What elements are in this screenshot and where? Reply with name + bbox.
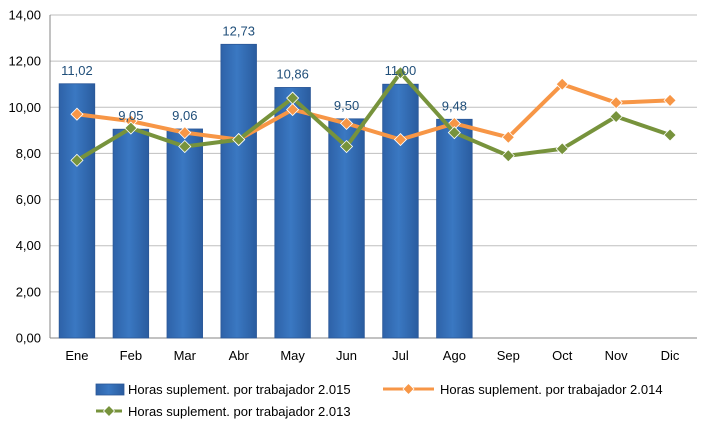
legend-marker-1 — [102, 404, 116, 418]
series-point — [124, 121, 138, 135]
y-tick-label: 0,00 — [16, 331, 41, 346]
x-tick-label: Ago — [443, 348, 466, 363]
series-point — [663, 93, 677, 107]
bar — [58, 83, 96, 339]
bar-data-label: 9,05 — [118, 108, 143, 123]
bar-data-label: 12,73 — [222, 23, 255, 38]
series-point — [393, 66, 408, 80]
x-tick-label: Mar — [174, 348, 197, 363]
x-tick-label: Jun — [336, 348, 357, 363]
series-point — [555, 77, 569, 91]
x-tick-label: Oct — [552, 348, 573, 363]
bar — [220, 43, 257, 339]
bar — [166, 128, 203, 339]
x-axis: Ene Feb Mar Abr May Jun Jul Ago Sep Oct Nov Dic — [65, 348, 680, 363]
bar-data-label: 11,00 — [385, 63, 417, 78]
legend: Horas suplement. por trabajador 2.015 Hor… — [95, 382, 663, 419]
y-tick-label: 14,00 — [8, 8, 41, 23]
y-tick-label: 4,00 — [16, 238, 41, 253]
bar-data-labels: 11,02 9,05 9,06 12,73 10,86 9,50 11,00 9,48 — [61, 23, 467, 123]
bar-data-label: 10,86 — [276, 66, 309, 81]
legend-label-2015: Horas suplement. por trabajador 2.015 — [128, 382, 351, 397]
x-tick-label: May — [280, 348, 305, 363]
x-tick-label: Feb — [120, 348, 142, 363]
bar-data-label: 9,50 — [334, 98, 359, 113]
series-point — [70, 153, 84, 167]
series-point — [232, 133, 246, 147]
y-tick-label: 10,00 — [8, 100, 41, 115]
line-series — [70, 66, 677, 167]
x-tick-label: Abr — [229, 348, 250, 363]
series-point — [339, 116, 354, 131]
series-point — [178, 126, 192, 140]
x-tick-label: Sep — [497, 348, 520, 363]
legend-swatch-2015 — [95, 383, 125, 396]
y-tick-label: 12,00 — [8, 54, 41, 69]
x-tick-label: Ene — [65, 348, 88, 363]
series-point — [286, 103, 300, 117]
series-point — [70, 107, 84, 121]
bar-data-label: 11,02 — [61, 63, 93, 78]
series-point — [286, 91, 300, 105]
bar — [382, 83, 419, 339]
y-tick-label: 2,00 — [16, 284, 41, 299]
y-tick-label: 8,00 — [16, 146, 41, 161]
legend-marker-0 — [402, 382, 415, 396]
series-line-0 — [76, 82, 671, 142]
y-axis: 0,00 2,00 4,00 6,00 8,00 10,00 12,00 14,00 — [8, 8, 697, 346]
bar-data-label: 9,06 — [172, 108, 197, 123]
bar — [112, 128, 150, 339]
legend-label-0: Horas suplement. por trabajador 2.014 — [440, 382, 663, 397]
series-line-1 — [75, 70, 671, 163]
series-point — [609, 109, 623, 124]
bar-series-2015 — [58, 43, 473, 339]
series-point — [501, 130, 515, 144]
series-point — [393, 133, 408, 147]
x-tick-label: Jul — [392, 348, 409, 363]
x-tick-label: Nov — [605, 348, 629, 363]
series-point — [609, 96, 623, 110]
series-point — [178, 139, 192, 154]
bar-data-label: 9,48 — [442, 98, 467, 113]
legend-label-1: Horas suplement. por trabajador 2.013 — [128, 404, 351, 419]
series-point — [555, 142, 569, 156]
bar — [274, 87, 311, 339]
series-point — [501, 149, 515, 163]
x-tick-label: Dic — [661, 348, 680, 363]
bar — [436, 118, 473, 339]
series-point — [447, 126, 461, 140]
series-point — [339, 139, 354, 154]
y-tick-label: 6,00 — [16, 192, 41, 207]
series-point — [663, 128, 677, 142]
